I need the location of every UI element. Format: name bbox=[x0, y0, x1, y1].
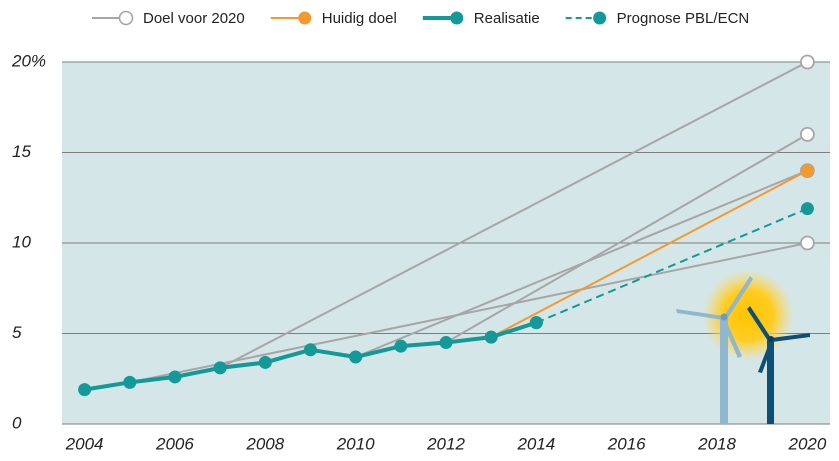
data-point bbox=[801, 164, 814, 177]
x-tick-label: 2018 bbox=[697, 434, 736, 453]
legend-item: Realisatie bbox=[423, 10, 540, 27]
legend-marker bbox=[120, 12, 133, 25]
legend-label: Huidig doel bbox=[322, 10, 397, 27]
x-tick-label: 2012 bbox=[426, 434, 465, 453]
y-tick-label: 20% bbox=[11, 51, 46, 70]
x-tick-label: 2010 bbox=[336, 434, 375, 453]
x-tick-label: 2016 bbox=[607, 434, 646, 453]
data-point bbox=[801, 237, 814, 250]
data-point bbox=[394, 340, 407, 353]
x-tick-label: 2004 bbox=[65, 434, 104, 453]
legend-item: Prognose PBL/ECN bbox=[566, 10, 750, 27]
legend-item: Huidig doel bbox=[271, 10, 397, 27]
y-tick-label: 15 bbox=[12, 142, 31, 161]
data-point bbox=[349, 351, 362, 364]
y-tick-label: 10 bbox=[12, 232, 31, 251]
legend: Doel voor 2020 Huidig doel Realisatie Progn… bbox=[92, 10, 749, 27]
legend-marker bbox=[593, 12, 606, 25]
legend-label: Doel voor 2020 bbox=[143, 10, 245, 27]
data-point bbox=[78, 383, 91, 396]
data-point bbox=[259, 356, 272, 369]
x-tick-label: 2006 bbox=[155, 434, 194, 453]
data-point bbox=[485, 331, 498, 344]
data-point bbox=[801, 202, 814, 215]
y-tick-label: 5 bbox=[12, 323, 22, 342]
data-point bbox=[801, 128, 814, 141]
data-point bbox=[801, 56, 814, 69]
x-tick-label: 2008 bbox=[245, 434, 284, 453]
x-tick-label: 2014 bbox=[516, 434, 555, 453]
legend-marker bbox=[450, 12, 463, 25]
legend-label: Prognose PBL/ECN bbox=[617, 10, 750, 27]
data-point bbox=[530, 316, 543, 329]
legend-marker bbox=[298, 12, 311, 25]
data-point bbox=[214, 361, 227, 374]
legend-label: Realisatie bbox=[474, 10, 540, 27]
chart: 0 5 10 15 20% 2004 2006 2008 2010 2012 2014 2016 201… bbox=[0, 0, 839, 461]
y-tick-label: 0 bbox=[12, 413, 22, 432]
data-point bbox=[440, 336, 453, 349]
data-point bbox=[304, 343, 317, 356]
data-point bbox=[123, 376, 136, 389]
data-point bbox=[168, 370, 181, 383]
legend-item: Doel voor 2020 bbox=[92, 10, 245, 27]
x-tick-label: 2020 bbox=[787, 434, 826, 453]
